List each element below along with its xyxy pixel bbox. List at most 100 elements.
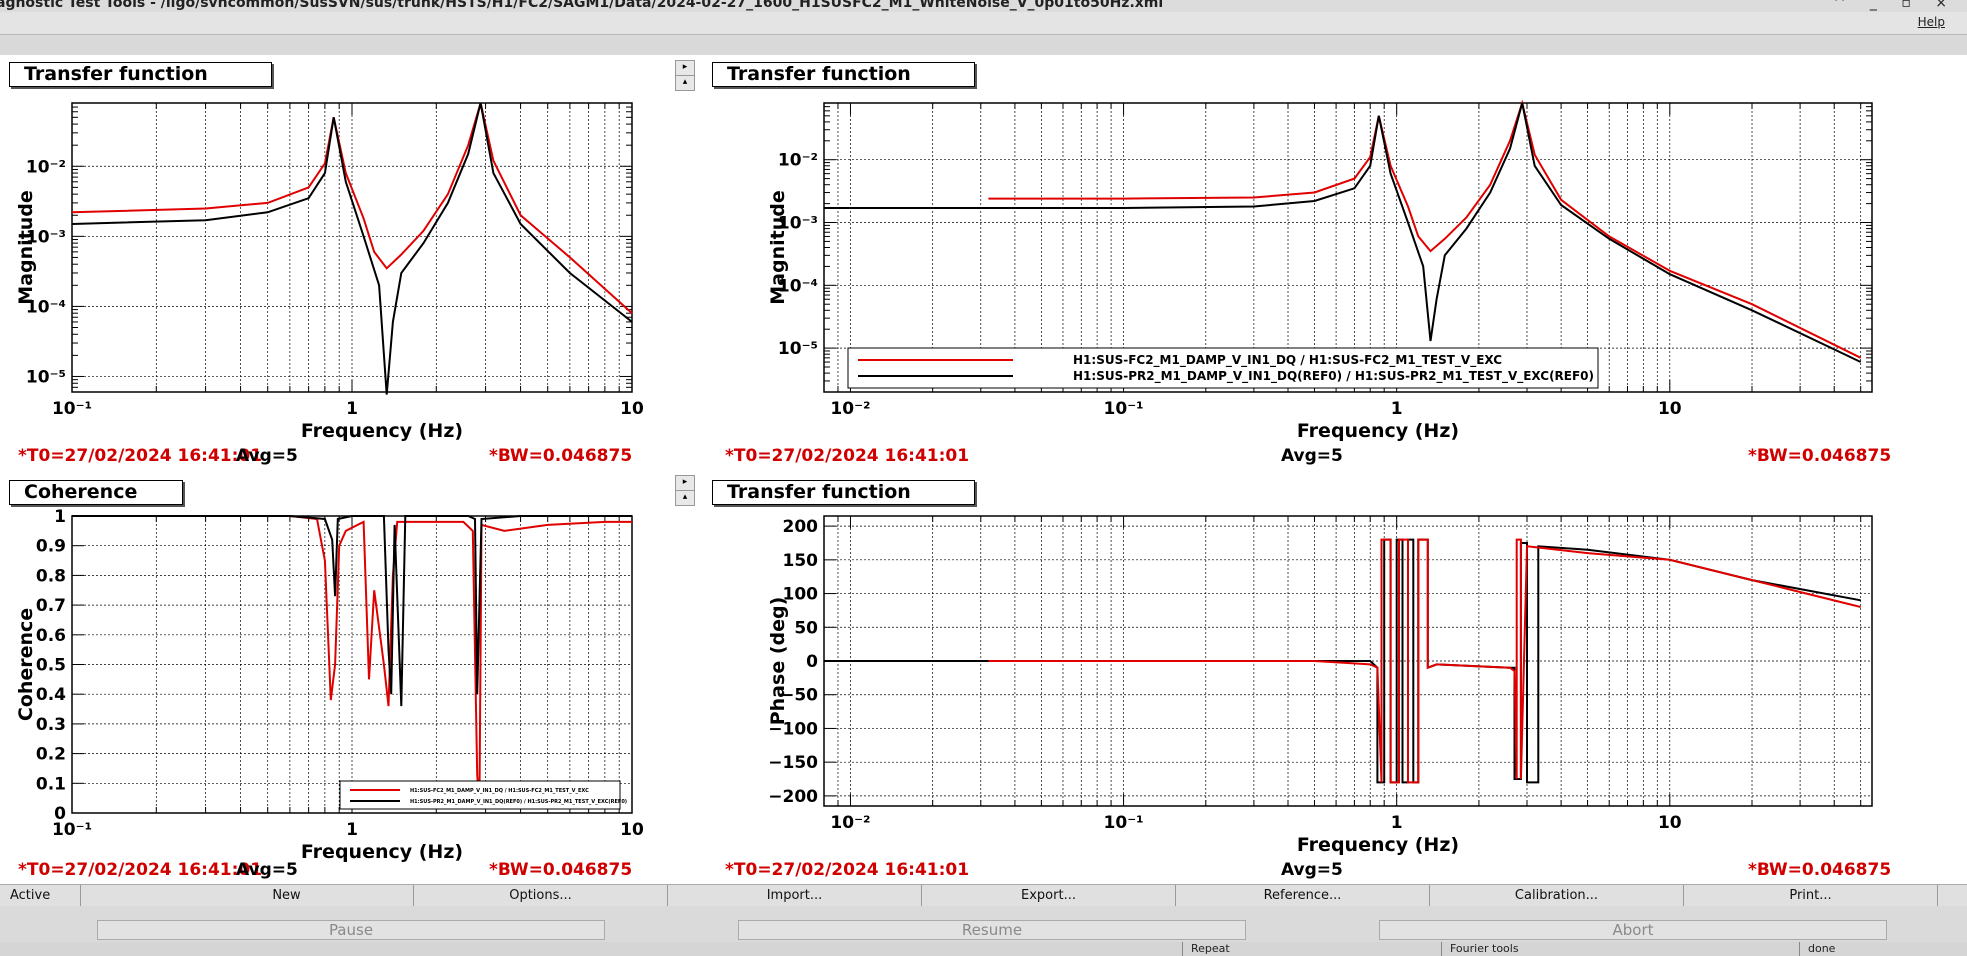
avg-label: Avg=5 — [1281, 860, 1343, 880]
toolbar-import-button[interactable]: Import... — [668, 885, 922, 907]
coherence-chart[interactable]: 10⁻¹ 1 1000.10.20.30.40.50.60.70.80.91Freq… — [0, 473, 665, 885]
series-line-0 — [72, 515, 632, 808]
plot-panel-bottom-right[interactable]: Transfer function 10⁻² 10⁻¹ 1 10 −200 −150 −10… — [700, 473, 1967, 885]
y-tick-label: 10⁻³ — [778, 214, 818, 234]
x-tick-label: 10 — [620, 820, 644, 840]
status-fourier-tools: Fourier tools — [1441, 942, 1790, 956]
series-line-1 — [824, 102, 1862, 363]
transfer-function-magnitude-chart[interactable]: 10⁻² 10⁻¹ 1 10 10⁻⁵ 10⁻⁴ 10⁻³ 10⁻² Frequency (Hz… — [700, 55, 1967, 467]
avg-label: Avg=5 — [236, 860, 298, 880]
window-controls[interactable]: ^ _ ▫ × — [1833, 0, 1957, 11]
x-tick-label: 10 — [1658, 399, 1682, 419]
legend-entry: H1:SUS-FC2_M1_DAMP_V_IN1_DQ / H1:SUS-FC2… — [410, 788, 589, 794]
y-axis-label: Coherence — [15, 608, 37, 721]
status-state: done — [1799, 942, 1928, 956]
resume-button[interactable]: Resume — [738, 920, 1246, 940]
y-tick-label: 0.9 — [36, 537, 66, 557]
plot-title: Coherence — [9, 480, 183, 505]
transfer-function-magnitude-chart[interactable]: 10⁻¹ 1 10 10⁻⁵ 10⁻⁴ 10⁻³ 10⁻² Frequency (Hz) Mag… — [0, 55, 665, 467]
help-menu[interactable]: Help — [1918, 15, 1945, 29]
y-tick-label: −100 — [768, 719, 818, 739]
status-repeat: Repeat — [1182, 942, 1441, 956]
plot-frame — [823, 102, 1873, 393]
toolbar-export-button[interactable]: Export... — [922, 885, 1176, 907]
y-tick-label: −200 — [768, 787, 818, 807]
legend-box — [339, 780, 621, 810]
x-tick-label: 1 — [346, 399, 358, 419]
x-tick-label: 1 — [346, 820, 358, 840]
x-axis-label: Frequency (Hz) — [1297, 834, 1459, 856]
measurement-controls: Pause Resume Abort — [0, 906, 1967, 944]
plot-title: Transfer function — [712, 62, 975, 87]
expand-right-arrow[interactable]: ▸ — [675, 60, 695, 76]
bw-label: *BW=0.046875 — [489, 446, 633, 466]
toolbar-print-button[interactable]: Print... — [1684, 885, 1938, 907]
y-tick-label: 0.8 — [36, 566, 66, 586]
x-tick-label: 10⁻¹ — [52, 820, 92, 840]
y-tick-label: 0 — [806, 652, 818, 672]
t0-label: *T0=27/02/2024 16:41:01 — [18, 860, 263, 880]
legend-entry: H1:SUS-PR2_M1_DAMP_V_IN1_DQ(REF0) / H1:S… — [410, 799, 627, 805]
y-tick-label: 0.5 — [36, 656, 66, 676]
pause-button[interactable]: Pause — [97, 920, 605, 940]
plot-panel-top-right[interactable]: Transfer function 10⁻² 10⁻¹ 1 10 10⁻⁵ 10⁻⁴ 10⁻… — [700, 55, 1967, 467]
x-axis-label: Frequency (Hz) — [1297, 420, 1459, 442]
t0-label: *T0=27/02/2024 16:41:01 — [18, 446, 263, 466]
menubar: Help — [0, 12, 1967, 35]
plot-frame — [71, 102, 633, 393]
plot-title: Transfer function — [712, 480, 975, 505]
plot-panel-bottom-left[interactable]: Coherence 10⁻¹ 1 10 0 0.1 0.2 0.3 0.4 0.5 0.6 0.7 0… — [0, 473, 665, 885]
statusbar: Repeat Fourier tools done — [0, 942, 1967, 956]
series-line-1 — [71, 102, 633, 395]
y-tick-label: 0.6 — [36, 626, 66, 646]
y-tick-label: 10⁻² — [778, 151, 818, 171]
toolbar-options-button[interactable]: Options... — [414, 885, 668, 907]
toolbar-calibration-button[interactable]: Calibration... — [1430, 885, 1684, 907]
series-line-1 — [72, 515, 632, 707]
y-tick-label: 10⁻³ — [26, 227, 66, 247]
avg-label: Avg=5 — [1281, 446, 1343, 466]
toolbar-new-button[interactable]: New — [160, 885, 414, 907]
t0-label: *T0=27/02/2024 16:41:01 — [725, 860, 970, 880]
y-tick-label: 100 — [783, 585, 819, 605]
toolbar-reference-button[interactable]: Reference... — [1176, 885, 1430, 907]
plot-canvas[interactable]: Transfer function 10⁻¹ 1 10 10⁻⁵ 10⁻⁴ 10⁻³ 10⁻… — [0, 55, 1967, 885]
x-tick-label: 10⁻² — [830, 399, 870, 419]
series-line-1 — [988, 538, 1861, 784]
y-tick-label: −50 — [780, 686, 818, 706]
x-tick-label: 10⁻² — [830, 813, 870, 833]
abort-button[interactable]: Abort — [1379, 920, 1887, 940]
transfer-function-phase-chart[interactable]: 10⁻² 10⁻¹ 1 10 −200 −150 −100 −50 0 50 100 150 200 Fr… — [700, 473, 1967, 885]
x-tick-label: 10⁻¹ — [52, 399, 92, 419]
toolbar-active-button[interactable]: Active — [0, 885, 81, 907]
x-tick-label: 1 — [1391, 813, 1403, 833]
series-line-0 — [988, 99, 1862, 359]
legend-entry: H1:SUS-PR2_M1_DAMP_V_IN1_DQ(REF0) / H1:S… — [1073, 369, 1594, 384]
x-tick-label: 10 — [1658, 813, 1682, 833]
y-tick-label: −150 — [768, 753, 818, 773]
x-axis-label: Frequency (Hz) — [301, 420, 463, 442]
plot-panel-top-left[interactable]: Transfer function 10⁻¹ 1 10 10⁻⁵ 10⁻⁴ 10⁻³ 10⁻… — [0, 55, 665, 467]
bw-label: *BW=0.046875 — [1748, 446, 1892, 466]
bottom-toolbar: Active New Options... Import... Export..… — [0, 884, 1967, 907]
y-tick-label: 0.7 — [36, 596, 66, 616]
bw-label: *BW=0.046875 — [489, 860, 633, 880]
y-tick-label: 150 — [783, 551, 819, 571]
help-menu-label: Help — [1917, 15, 1945, 29]
y-tick-label: 10⁻⁴ — [26, 297, 66, 317]
y-tick-label: 10⁻⁵ — [778, 339, 818, 359]
avg-label: Avg=5 — [236, 446, 298, 466]
legend-entry: H1:SUS-FC2_M1_DAMP_V_IN1_DQ / H1:SUS-FC2… — [1073, 353, 1502, 368]
collapse-up-arrow[interactable]: ▴ — [675, 75, 695, 91]
y-tick-label: 10⁻⁴ — [778, 276, 818, 296]
y-axis-label: Magnitude — [15, 190, 37, 304]
y-tick-label: 0 — [54, 804, 66, 824]
x-axis-label: Frequency (Hz) — [301, 841, 463, 863]
y-tick-label: 50 — [794, 618, 818, 638]
series-line-0 — [71, 102, 633, 314]
y-tick-label: 200 — [783, 517, 819, 537]
plot-title: Transfer function — [9, 62, 272, 87]
collapse-up-arrow[interactable]: ▴ — [675, 490, 695, 506]
y-tick-label: 0.3 — [36, 715, 66, 735]
expand-right-arrow[interactable]: ▸ — [675, 475, 695, 491]
